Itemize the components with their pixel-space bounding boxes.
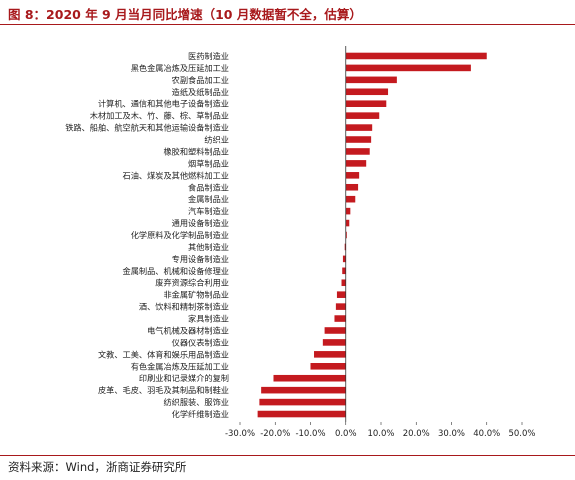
x-tick-label: -20.0% xyxy=(260,429,290,439)
category-label: 文教、工美、体育和娱乐用品制造业 xyxy=(98,349,229,359)
bar xyxy=(345,219,350,227)
bar xyxy=(345,88,389,96)
bars-group xyxy=(257,52,487,418)
title-rule xyxy=(0,24,575,25)
category-label: 农副食品加工业 xyxy=(172,75,229,85)
category-label: 印刷业和记录媒介的复制 xyxy=(139,373,229,383)
category-label: 其他制造业 xyxy=(188,242,229,252)
bar xyxy=(261,386,346,394)
x-tick-label: 40.0% xyxy=(473,429,500,439)
category-label: 化学原料及化学制品制造业 xyxy=(131,230,229,240)
category-label: 化学纤维制造业 xyxy=(172,409,229,419)
bar xyxy=(324,327,346,334)
bar xyxy=(345,207,351,215)
bar xyxy=(322,339,346,346)
category-label: 纺织服装、服饰业 xyxy=(163,397,229,407)
bar xyxy=(345,64,471,72)
category-label: 食品制造业 xyxy=(188,182,229,192)
x-axis-group: -30.0% -20.0% -10.0% 0.0% 10.0% 20.0% 30.0% 40.… xyxy=(225,46,536,439)
x-tick-label: -10.0% xyxy=(295,429,325,439)
bar xyxy=(344,243,346,251)
category-labels-group: 医药制造业黑色金属冶炼及压延加工业农副食品加工业造纸及纸制品业计算机、通信和其他… xyxy=(65,51,229,419)
category-label: 木材加工及木、竹、藤、棕、草制品业 xyxy=(90,111,229,121)
category-label: 金属制品业 xyxy=(188,194,229,204)
category-label: 铁路、船舶、航空航天和其他运输设备制造业 xyxy=(65,123,229,133)
bar xyxy=(334,315,346,322)
bar xyxy=(345,112,380,119)
bar xyxy=(341,279,346,287)
category-label: 酒、饮料和精制茶制造业 xyxy=(139,302,229,312)
category-label: 皮革、毛皮、羽毛及其制品和制鞋业 xyxy=(98,385,229,395)
bar xyxy=(345,172,360,179)
x-tick-label: 10.0% xyxy=(367,429,394,439)
source-note: 资料来源：Wind，浙商证券研究所 xyxy=(8,460,187,474)
chart-title: 图 8：2020 年 9 月当月同比增速（10 月数据暂不全，估算） xyxy=(8,7,362,22)
x-tick-label: -30.0% xyxy=(225,429,255,439)
bar xyxy=(345,136,372,143)
category-label: 汽车制造业 xyxy=(188,206,229,216)
bar xyxy=(345,124,373,131)
bar xyxy=(335,303,346,310)
category-label: 金属制品、机械和设备修理业 xyxy=(123,266,229,276)
category-label: 烟草制品业 xyxy=(188,158,229,168)
category-label: 造纸及纸制品业 xyxy=(172,87,229,97)
category-label: 仪器仪表制造业 xyxy=(172,337,229,347)
x-tick-label: 0.0% xyxy=(335,429,357,439)
category-label: 石油、煤炭及其他燃料加工业 xyxy=(123,170,229,180)
bar xyxy=(345,76,397,84)
category-label: 计算机、通信和其他电子设备制造业 xyxy=(98,99,229,109)
bar xyxy=(259,398,346,406)
bar xyxy=(257,410,346,418)
bar xyxy=(345,231,347,239)
bar xyxy=(342,255,346,263)
category-label: 电气机械及器材制造业 xyxy=(147,325,229,335)
bar xyxy=(342,267,346,275)
bar xyxy=(345,100,387,107)
bar xyxy=(345,183,359,191)
category-label: 橡胶和塑料制品业 xyxy=(163,146,229,156)
category-label: 医药制造业 xyxy=(188,51,229,61)
bar xyxy=(345,195,356,203)
category-label: 非金属矿物制品业 xyxy=(163,290,229,300)
category-label: 废弃资源综合利用业 xyxy=(155,278,229,288)
category-label: 有色金属冶炼及压延加工业 xyxy=(131,361,229,371)
x-tick-label: 20.0% xyxy=(403,429,430,439)
source-rule xyxy=(0,455,575,456)
x-tick-label: 30.0% xyxy=(438,429,465,439)
bar xyxy=(310,363,346,370)
category-label: 黑色金属冶炼及压延加工业 xyxy=(131,63,229,73)
bar xyxy=(345,160,367,167)
bar xyxy=(273,374,346,382)
bar xyxy=(336,291,346,298)
x-tick-label: 50.0% xyxy=(508,429,535,439)
category-label: 专用设备制造业 xyxy=(172,254,229,264)
category-label: 纺织业 xyxy=(204,135,229,145)
category-label: 家具制造业 xyxy=(188,314,229,324)
bar xyxy=(314,351,346,358)
bar xyxy=(345,148,370,155)
bar xyxy=(345,52,487,60)
category-label: 通用设备制造业 xyxy=(172,218,229,228)
